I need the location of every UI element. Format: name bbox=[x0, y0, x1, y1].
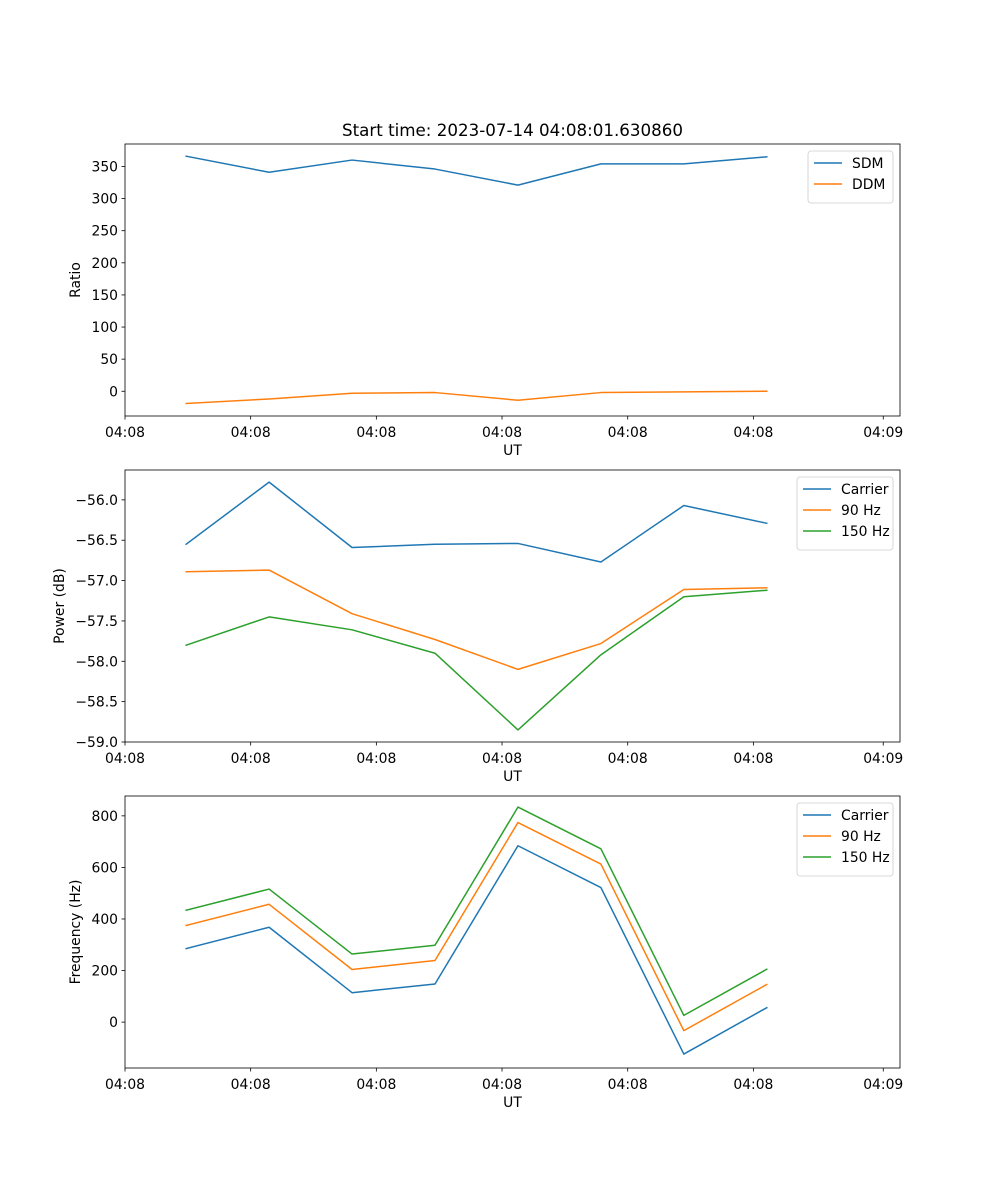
chart-1-y-axis-label: Power (dB) bbox=[52, 568, 68, 644]
chart-2-legend-label: 150 Hz bbox=[841, 850, 890, 866]
chart-1-legend-label: 90 Hz bbox=[841, 503, 881, 519]
chart-2-y-tick-label: 400 bbox=[91, 912, 118, 928]
chart-2-y-axis-label: Frequency (Hz) bbox=[68, 880, 84, 985]
chart-1-x-axis-label: UT bbox=[503, 769, 522, 785]
chart-0-x-tick-label: 04:08 bbox=[482, 425, 522, 441]
chart-2-x-axis-label: UT bbox=[503, 1095, 522, 1111]
chart-2-x-tick-label: 04:08 bbox=[733, 1077, 773, 1093]
chart-0-x-tick-label: 04:08 bbox=[733, 425, 773, 441]
chart-1-y-tick-label: −57.5 bbox=[75, 614, 118, 630]
chart-0-series-ddm-line bbox=[185, 390, 768, 405]
chart-2-series-90-hz-line bbox=[185, 821, 768, 1032]
chart-0-series-sdm-line bbox=[185, 155, 768, 186]
chart-1-series-carrier-line bbox=[185, 481, 768, 563]
chart-2-y-tick-label: 0 bbox=[109, 1015, 118, 1031]
chart-1-x-tick-label: 04:08 bbox=[356, 751, 396, 767]
chart-0-y-tick-label: 300 bbox=[91, 192, 118, 208]
chart-0-x-tick-label: 04:09 bbox=[863, 425, 903, 441]
chart-2-legend-label: Carrier bbox=[841, 808, 889, 824]
chart-0-y-tick-label: 0 bbox=[109, 384, 118, 400]
chart-0-x-axis-label: UT bbox=[503, 443, 522, 459]
chart-0-y-tick-label: 100 bbox=[91, 320, 118, 336]
chart-1-y-tick-label: −57.0 bbox=[75, 574, 118, 590]
chart-2-y-tick-label: 600 bbox=[91, 860, 118, 876]
chart-2-y-tick-label: 200 bbox=[91, 964, 118, 980]
chart-0-axes-frame bbox=[124, 143, 901, 417]
chart-2-x-tick-label: 04:08 bbox=[356, 1077, 396, 1093]
chart-1-series-150-hz-line bbox=[185, 589, 768, 731]
chart-0-legend-label: DDM bbox=[852, 177, 885, 193]
chart-1-y-tick-label: −58.0 bbox=[75, 654, 118, 670]
chart-0-legend-box bbox=[807, 150, 894, 204]
chart-1-x-tick-label: 04:08 bbox=[231, 751, 271, 767]
chart-0-y-axis-label: Ratio bbox=[68, 262, 84, 298]
chart-0-x-tick-label: 04:08 bbox=[231, 425, 271, 441]
chart-2-series-150-hz-line bbox=[185, 806, 768, 1017]
chart-1-axes-frame bbox=[124, 469, 901, 743]
chart-1-x-tick-label: 04:08 bbox=[105, 751, 145, 767]
chart-2-x-tick-label: 04:08 bbox=[482, 1077, 522, 1093]
chart-2-series-carrier-line bbox=[185, 845, 768, 1055]
chart-1-x-tick-label: 04:08 bbox=[482, 751, 522, 767]
chart-1-series-90-hz-line bbox=[185, 569, 768, 671]
chart-2-x-tick-label: 04:09 bbox=[863, 1077, 903, 1093]
chart-1-y-tick-label: −58.5 bbox=[75, 695, 118, 711]
chart-0-x-tick-label: 04:08 bbox=[356, 425, 396, 441]
chart-2-axes-frame bbox=[124, 795, 901, 1069]
chart-2-y-tick-label: 800 bbox=[91, 809, 118, 825]
chart-0-y-tick-label: 150 bbox=[91, 288, 118, 304]
chart-2-x-tick-label: 04:08 bbox=[608, 1077, 648, 1093]
chart-0-y-tick-label: 350 bbox=[91, 159, 118, 175]
chart-1-legend-label: Carrier bbox=[841, 482, 889, 498]
chart-2-legend-label: 90 Hz bbox=[841, 829, 881, 845]
chart-1-x-tick-label: 04:08 bbox=[733, 751, 773, 767]
chart-0-y-tick-label: 250 bbox=[91, 224, 118, 240]
chart-1-x-tick-label: 04:09 bbox=[863, 751, 903, 767]
chart-1-legend-label: 150 Hz bbox=[841, 524, 890, 540]
chart-0-y-tick-label: 200 bbox=[91, 256, 118, 272]
chart-2-x-tick-label: 04:08 bbox=[105, 1077, 145, 1093]
chart-1-y-tick-label: −56.0 bbox=[75, 493, 118, 509]
chart-1-x-tick-label: 04:08 bbox=[608, 751, 648, 767]
chart-0-y-tick-label: 50 bbox=[100, 352, 118, 368]
chart-1-y-tick-label: −56.5 bbox=[75, 533, 118, 549]
chart-1-y-tick-label: −59.0 bbox=[75, 735, 118, 751]
chart-0-x-tick-label: 04:08 bbox=[105, 425, 145, 441]
chart-0-x-tick-label: 04:08 bbox=[608, 425, 648, 441]
chart-0-title: Start time: 2023-07-14 04:08:01.630860 bbox=[342, 120, 683, 140]
chart-0-legend-label: SDM bbox=[852, 156, 884, 172]
chart-2-x-tick-label: 04:08 bbox=[231, 1077, 271, 1093]
